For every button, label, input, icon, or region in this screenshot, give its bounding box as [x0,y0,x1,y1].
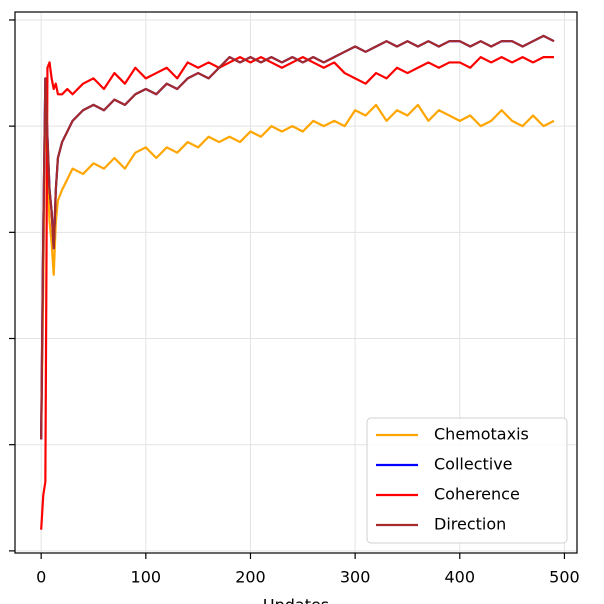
legend-label: Collective [434,455,513,474]
series-line [40,34,555,440]
x-tick-label: 200 [235,568,266,587]
x-tick-label: 300 [340,568,371,587]
legend-label: Direction [434,515,506,534]
x-tick-label: 0 [36,568,46,587]
legend-box [366,417,568,544]
x-tick-label: 500 [549,568,580,587]
legend-label: Chemotaxis [434,425,529,444]
legend-label: Coherence [434,485,520,504]
x-tick-label: 100 [131,568,162,587]
plot-frame [14,11,578,554]
x-tick-label: 400 [445,568,476,587]
x-axis-label: Updates [263,596,329,604]
series-line [40,82,555,440]
series-line [40,34,555,440]
